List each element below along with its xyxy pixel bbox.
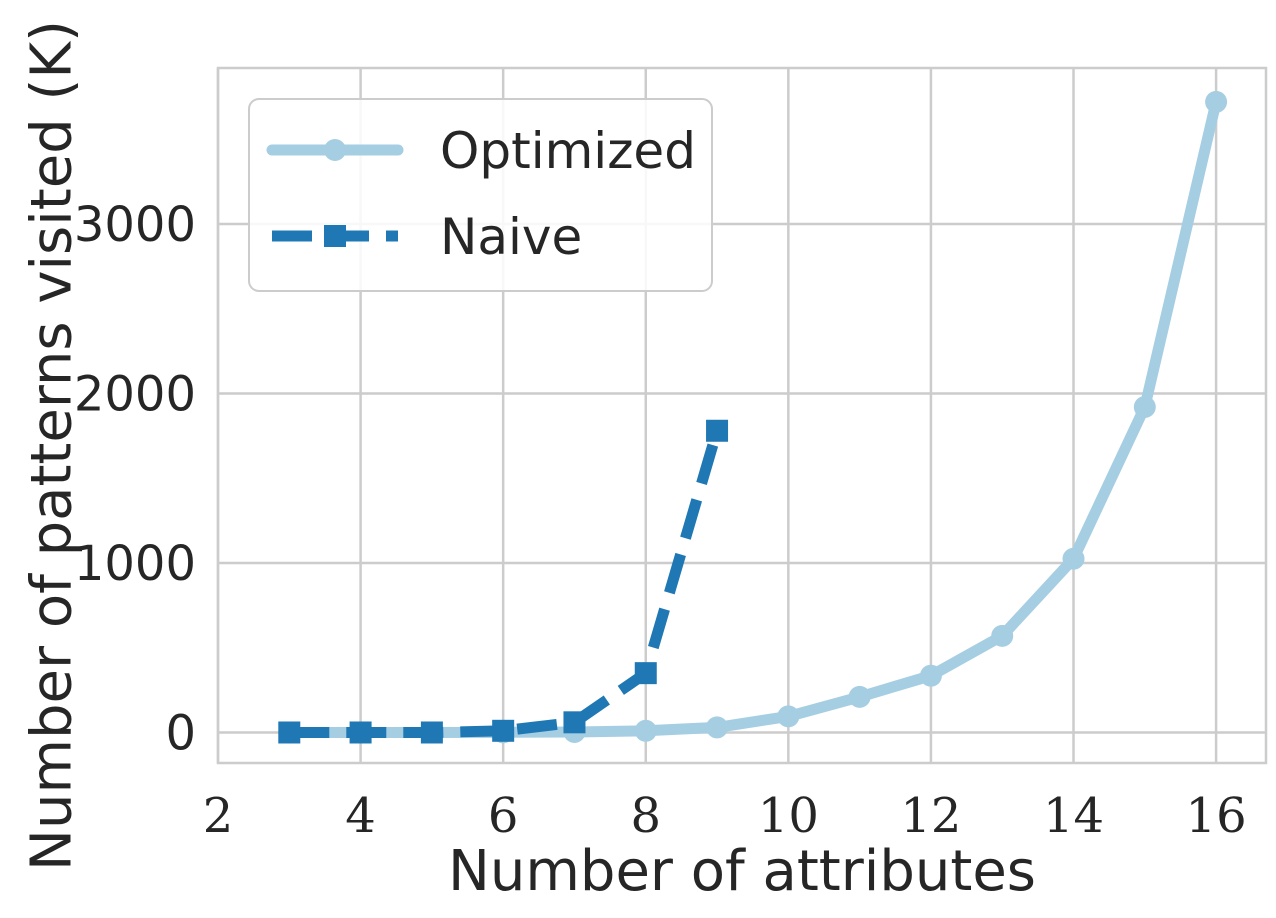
data-point — [420, 721, 443, 744]
legend-label-optimized: Optimized — [440, 122, 696, 180]
data-point — [1062, 547, 1085, 570]
y-axis-label: Number of patterns visited (K) — [20, 20, 85, 871]
x-tick-label: 14 — [1043, 788, 1104, 844]
data-point — [278, 721, 301, 744]
x-axis-label: Number of attributes — [448, 839, 1036, 904]
y-tick-label: 1000 — [74, 536, 196, 592]
data-point — [777, 705, 800, 728]
plot-frame — [216, 66, 1268, 765]
x-tick-label: 6 — [488, 788, 519, 844]
data-point — [706, 716, 729, 739]
tick-labels: 2 4 6 8 10 12 14 16 0 1000 2000 3000 — [74, 197, 1247, 844]
data-point — [991, 624, 1014, 647]
y-tick-label: 2000 — [74, 366, 196, 422]
y-tick-label: 0 — [165, 705, 196, 761]
x-tick-label: 12 — [900, 788, 961, 844]
x-tick-label: 10 — [758, 788, 819, 844]
x-tick-label: 4 — [345, 788, 376, 844]
x-tick-label: 16 — [1186, 788, 1247, 844]
series-naive — [278, 419, 729, 744]
legend-entry-naive: Naive — [272, 208, 582, 266]
series-line-optimized — [283, 96, 1222, 738]
data-point — [349, 721, 372, 744]
x-tick-label: 8 — [630, 788, 661, 844]
data-point — [1133, 396, 1156, 419]
legend-entry-optimized: Optimized — [266, 122, 696, 180]
legend-marker-naive — [324, 225, 346, 247]
legend-label-naive: Naive — [440, 208, 582, 266]
y-tick-label: 3000 — [74, 197, 196, 253]
data-point — [919, 664, 942, 687]
legend: Optimized Naive — [248, 98, 713, 292]
data-point — [1205, 90, 1228, 113]
data-point — [706, 419, 729, 442]
x-tick-label: 2 — [203, 788, 234, 844]
data-point — [848, 685, 871, 708]
data-point — [563, 711, 586, 734]
data-point — [634, 662, 657, 685]
data-point — [492, 719, 515, 742]
legend-marker-optimized — [324, 139, 346, 161]
series-layer — [278, 90, 1228, 744]
data-point — [634, 719, 657, 742]
